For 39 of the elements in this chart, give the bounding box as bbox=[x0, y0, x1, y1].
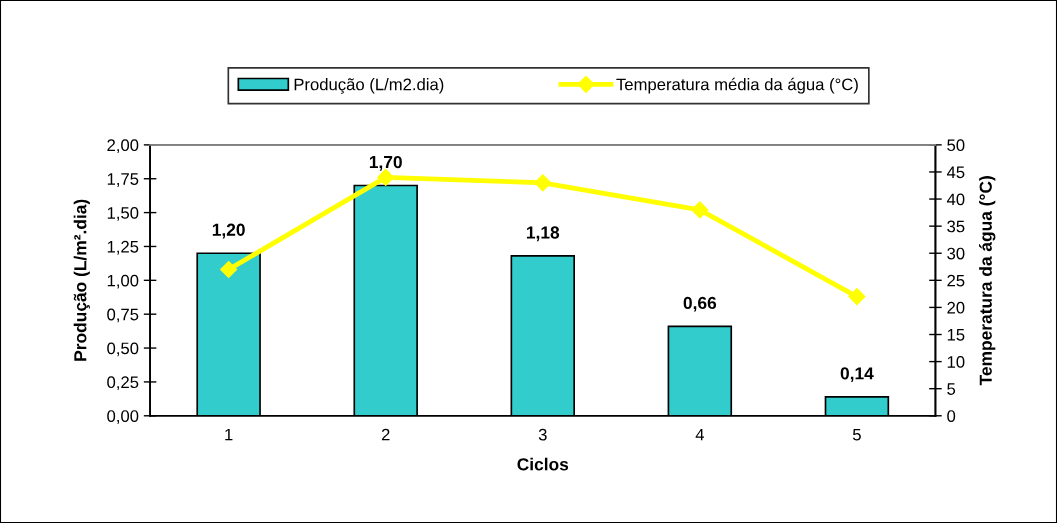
y-tick-label: 0,75 bbox=[107, 308, 139, 323]
point bbox=[220, 260, 238, 279]
point bbox=[691, 201, 709, 219]
x-tick-label: 1 bbox=[225, 428, 233, 441]
x-tick-label: 4 bbox=[695, 428, 704, 441]
y-tick-label: 0,25 bbox=[107, 376, 139, 391]
y2-axis-title: Temperatura da água (°C) bbox=[978, 176, 996, 386]
y-tick-label: 1,75 bbox=[107, 173, 139, 187]
y-tick-label: 2,00 bbox=[107, 139, 139, 154]
y2-tick-label: 25 bbox=[947, 274, 965, 287]
y2-tick-label: 0 bbox=[947, 410, 956, 422]
y2-tick-label: 45 bbox=[946, 166, 965, 179]
y2-tick-label: 5 bbox=[947, 383, 956, 395]
x-tick-label: 3 bbox=[538, 428, 547, 441]
legend-label: Temperatura média da água (°C) bbox=[616, 77, 858, 94]
y2-tick-label: 50 bbox=[947, 139, 965, 152]
y2-tick-label: 15 bbox=[947, 329, 965, 341]
y2-tick-label: 20 bbox=[947, 301, 965, 314]
y-tick-label: 0,00 bbox=[107, 410, 139, 424]
y2-tick-label: 35 bbox=[947, 220, 965, 233]
y2-tick-label: 30 bbox=[947, 247, 965, 260]
point bbox=[848, 288, 866, 306]
data-label: 1,20 bbox=[212, 223, 245, 239]
data-label: 0,14 bbox=[840, 367, 874, 383]
x-tick-label: 5 bbox=[852, 428, 861, 441]
y-axis-title: Produção (L/m².dia) bbox=[73, 199, 90, 361]
data-label: 0,66 bbox=[683, 296, 717, 312]
y-tick-label: 1,50 bbox=[107, 207, 139, 221]
y2-tick-label: 40 bbox=[946, 193, 965, 206]
y-tick-label: 0,50 bbox=[107, 342, 139, 357]
data-label: 1,70 bbox=[369, 155, 402, 171]
x-axis-title: Ciclos bbox=[517, 457, 569, 471]
data-label: 1,18 bbox=[526, 226, 560, 242]
y-tick-label: 1,00 bbox=[107, 274, 139, 289]
y-tick-label: 1,25 bbox=[107, 240, 139, 255]
y2-tick-label: 10 bbox=[947, 356, 965, 368]
legend-label: Produção (L/m2.dia) bbox=[294, 78, 444, 94]
x-tick-label: 2 bbox=[381, 428, 390, 441]
point bbox=[534, 174, 552, 192]
